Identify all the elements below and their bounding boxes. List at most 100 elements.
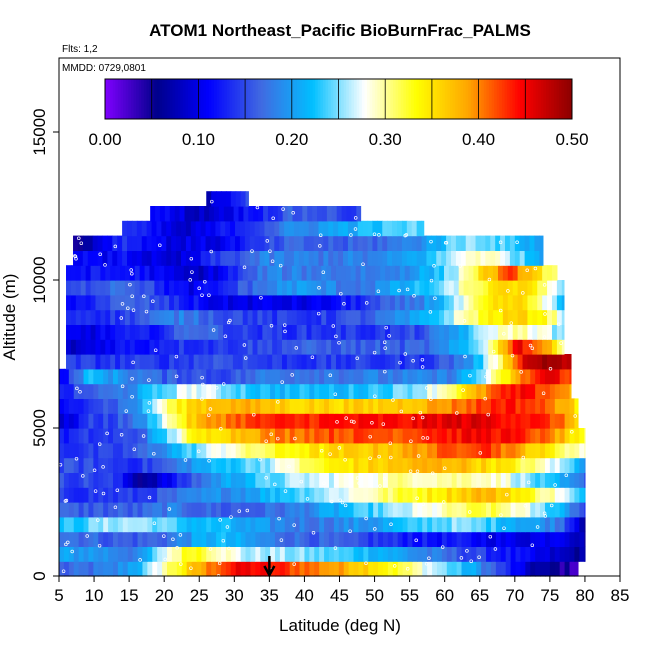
heatmap-cell: [522, 265, 529, 281]
heatmap-cell: [240, 398, 247, 414]
sample-point: [208, 407, 213, 411]
heatmap-cell: [542, 265, 548, 281]
heatmap-cell: [353, 428, 360, 444]
heatmap-cell: [296, 354, 303, 370]
heatmap-cell: [481, 546, 487, 562]
heatmap-cell: [223, 280, 229, 296]
colorbar-segment: [138, 79, 142, 119]
heatmap-cell: [338, 472, 345, 488]
heatmap-cell: [328, 413, 335, 429]
heatmap-cell: [432, 472, 438, 488]
heatmap-cell: [328, 531, 335, 547]
heatmap-cell: [157, 531, 163, 547]
sample-point: [415, 496, 419, 501]
heatmap-cell: [345, 294, 352, 311]
heatmap-cell: [309, 487, 315, 503]
heatmap-cell: [456, 487, 463, 503]
heatmap-cell: [225, 191, 232, 207]
heatmap-cell: [269, 220, 275, 237]
heatmap-cell: [269, 235, 275, 251]
heatmap-cell: [149, 339, 155, 355]
heatmap-cell: [152, 472, 158, 488]
heatmap-cell: [152, 368, 158, 385]
colorbar-segment: [452, 79, 456, 119]
heatmap-cell: [75, 324, 82, 340]
sample-point: [530, 346, 535, 350]
heatmap-cell: [486, 472, 492, 488]
sample-point: [440, 545, 445, 549]
heatmap-cell: [486, 487, 492, 503]
heatmap-cell: [382, 383, 389, 399]
heatmap-cell: [157, 442, 163, 459]
heatmap-cell: [151, 220, 158, 237]
sample-point: [70, 549, 74, 554]
heatmap-cell: [144, 294, 151, 311]
heatmap-cell: [417, 502, 423, 518]
heatmap-cell: [569, 413, 576, 429]
heatmap-cell: [181, 383, 188, 399]
sample-point: [203, 279, 207, 284]
heatmap-cell: [319, 383, 325, 399]
heatmap-cell: [132, 398, 139, 414]
heatmap-cell: [211, 368, 217, 385]
heatmap-cell: [520, 442, 526, 459]
heatmap-cell: [277, 339, 283, 355]
heatmap-cell: [157, 516, 163, 533]
heatmap-cell: [471, 502, 477, 518]
heatmap-cell: [203, 354, 209, 370]
heatmap-cell: [218, 339, 224, 355]
heatmap-cell: [424, 324, 430, 340]
heatmap-cell: [265, 442, 271, 459]
heatmap-cell: [274, 428, 281, 444]
heatmap-cell: [198, 280, 205, 296]
heatmap-cell: [394, 280, 401, 296]
heatmap-cell: [228, 354, 234, 370]
heatmap-cell: [63, 457, 70, 473]
heatmap-cell: [108, 457, 114, 473]
heatmap-cell: [397, 413, 404, 429]
heatmap-cell: [490, 472, 497, 488]
sample-point: [126, 306, 130, 310]
sample-point: [178, 533, 183, 537]
heatmap-cell: [188, 280, 195, 296]
heatmap-cell: [301, 309, 308, 325]
heatmap-cell: [414, 339, 421, 355]
heatmap-cell: [540, 516, 546, 533]
heatmap-cell: [198, 354, 205, 370]
heatmap-cell: [481, 531, 487, 547]
heatmap-cell: [98, 516, 104, 533]
heatmap-cell: [476, 546, 482, 562]
colorbar-segment: [496, 79, 500, 119]
heatmap-cell: [584, 428, 586, 444]
heatmap-cell: [434, 339, 440, 355]
heatmap-cell: [206, 472, 212, 488]
heatmap-cell: [265, 516, 271, 533]
heatmap-cell: [230, 472, 237, 488]
heatmap-cell: [235, 487, 242, 503]
colorbar-segment: [276, 79, 280, 119]
heatmap-cell: [211, 428, 217, 444]
colorbar-segment: [169, 79, 173, 119]
heatmap-cell: [122, 383, 129, 399]
heatmap-cell: [88, 383, 94, 399]
heatmap-cell: [154, 309, 160, 325]
heatmap-cell: [124, 265, 131, 281]
heatmap-cell: [451, 413, 458, 429]
colorbar-segment: [198, 79, 202, 119]
heatmap-cell: [486, 413, 492, 429]
heatmap-cell: [225, 442, 232, 459]
heatmap-cell: [314, 383, 320, 399]
sample-point: [498, 240, 503, 245]
heatmap-cell: [399, 265, 406, 281]
heatmap-cell: [98, 442, 104, 459]
heatmap-cell: [131, 250, 138, 266]
heatmap-cell: [304, 561, 310, 577]
heatmap-cell: [68, 413, 75, 429]
heatmap-cell: [139, 324, 146, 340]
heatmap-cell: [559, 487, 566, 503]
heatmap-cell: [517, 354, 524, 370]
heatmap-cell: [284, 368, 291, 385]
colorbar-segment: [221, 79, 225, 119]
heatmap-cell: [294, 383, 301, 399]
sample-point: [361, 262, 365, 266]
